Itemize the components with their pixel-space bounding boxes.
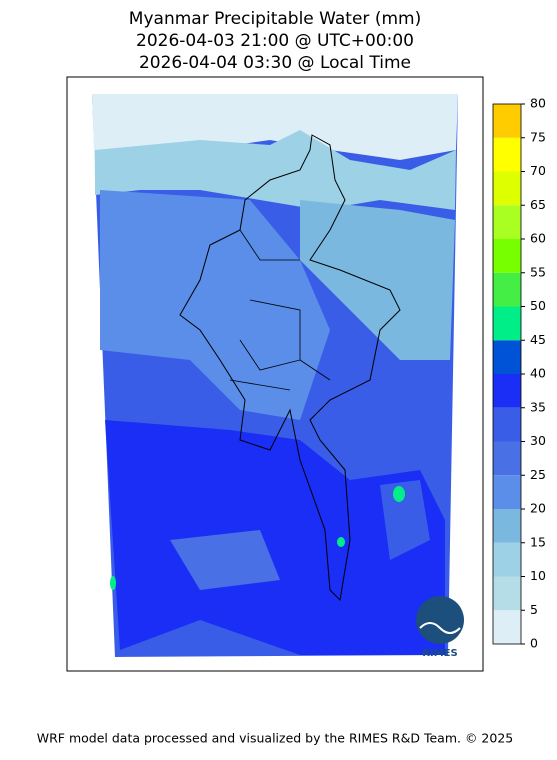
colorbar-tick-label: 80: [530, 96, 546, 111]
title-line: 2026-04-04 03:30 @ Local Time: [139, 53, 411, 73]
colorbar-frame: [492, 103, 522, 645]
colorbar-bin: [493, 239, 521, 273]
logo: RIMES: [416, 596, 464, 659]
colorbar-bin: [493, 509, 521, 543]
colorbar-bin: [493, 340, 521, 374]
colorbar-tick-label: 75: [530, 129, 546, 144]
colorbar-bin: [493, 374, 521, 408]
colorbar-tick-label: 20: [530, 501, 546, 516]
colorbar-tick-label: 40: [530, 366, 546, 381]
colorbar-bin: [493, 610, 521, 644]
colorbar-bin: [493, 104, 521, 138]
colorbar-bin: [493, 576, 521, 611]
colorbar-tick-label: 60: [530, 231, 546, 246]
colorbar-tick-label: 5: [530, 602, 538, 617]
colorbar-tick-label: 30: [530, 433, 546, 448]
colorbar: 0 5 10 15 20 25 30 35 40 45 50 55 60 65 70 75 80: [493, 96, 546, 651]
colorbar-tick-label: 25: [530, 467, 546, 482]
colorbar-tick-label: 65: [530, 197, 546, 212]
colorbar-bin: [493, 475, 521, 509]
colorbar-tick-label: 35: [530, 399, 546, 414]
colorbar-bin: [493, 306, 521, 341]
colorbar-bin: [493, 407, 521, 442]
colorbar-tick-label: 45: [530, 332, 546, 347]
colorbar-tick-label: 10: [530, 568, 546, 583]
colorbar-tick-label: 15: [530, 534, 546, 549]
logo-label: RIMES: [422, 648, 457, 659]
title-line: 2026-04-03 21:00 @ UTC+00:00: [136, 31, 414, 51]
colorbar-bin: [493, 542, 521, 577]
colorbar-bin: [493, 137, 521, 172]
title-line: Myanmar Precipitable Water (mm): [129, 9, 421, 29]
colorbar-bin: [493, 272, 521, 307]
footer: WRF model data processed and visualized …: [37, 731, 513, 746]
colorbar-bin: [493, 205, 521, 239]
colorbar-bin: [493, 171, 521, 206]
colorbar-tick-label: 50: [530, 298, 546, 313]
colorbar-tick-label: 0: [530, 636, 538, 651]
colorbar-bin: [493, 441, 521, 476]
map: [92, 94, 458, 657]
colorbar-tick-label: 70: [530, 163, 546, 178]
colorbar-tick-label: 55: [530, 264, 546, 279]
